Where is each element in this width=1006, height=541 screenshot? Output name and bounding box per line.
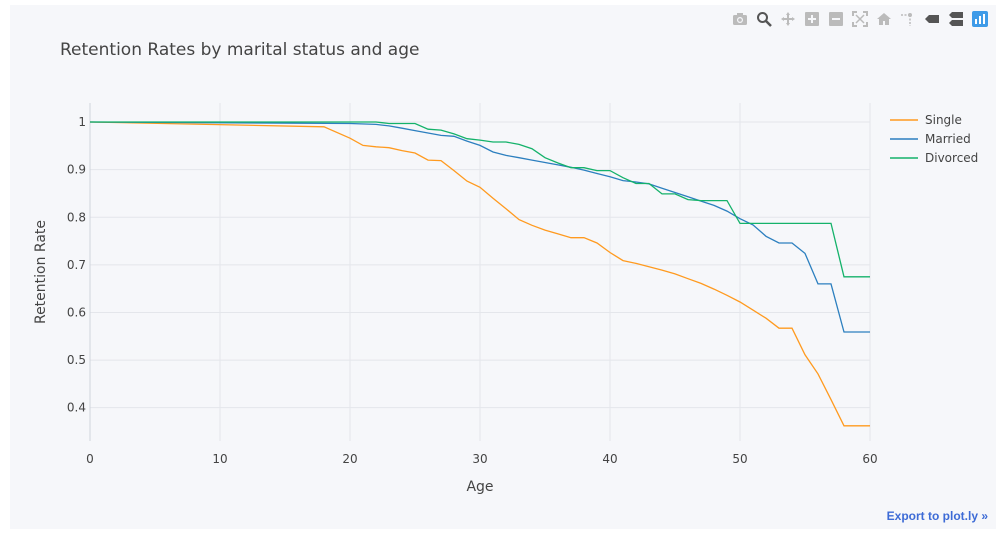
y-tick-label: 0.8 xyxy=(67,210,86,224)
camera-icon[interactable] xyxy=(732,11,748,27)
legend-label-married[interactable]: Married xyxy=(925,132,971,146)
x-tick-label: 20 xyxy=(342,452,357,466)
x-tick-label: 40 xyxy=(602,452,617,466)
pan-icon[interactable] xyxy=(780,11,796,27)
hover-compare-icon[interactable] xyxy=(948,11,964,27)
hover-closest-icon[interactable] xyxy=(924,11,940,27)
reset-axes-icon[interactable] xyxy=(876,11,892,27)
chart-title: Retention Rates by marital status and ag… xyxy=(60,40,419,60)
chart-svg: Retention Rates by marital status and ag… xyxy=(33,40,978,495)
legend[interactable]: Single Married Divorced xyxy=(890,113,978,165)
x-tick-label: 10 xyxy=(212,452,227,466)
series-line-married[interactable] xyxy=(89,121,870,333)
x-axis-title: Age xyxy=(466,479,493,495)
spike-lines-icon[interactable] xyxy=(900,11,916,27)
x-tick-label: 30 xyxy=(472,452,487,466)
y-tick-label: 1 xyxy=(78,115,86,129)
zoom-in-icon[interactable] xyxy=(804,11,820,27)
legend-label-single[interactable]: Single xyxy=(925,113,962,127)
y-axis-title: Retention Rate xyxy=(33,220,49,324)
axes: 0 10 20 30 40 50 60 0.4 0.5 0.6 0.7 0.8 0.9 1 xyxy=(67,103,878,466)
legend-label-divorced[interactable]: Divorced xyxy=(925,151,978,165)
x-tick-label: 0 xyxy=(86,452,94,466)
y-tick-label: 0.9 xyxy=(67,163,86,177)
y-tick-label: 0.7 xyxy=(67,258,86,272)
y-tick-label: 0.6 xyxy=(67,305,86,319)
plotly-logo-icon[interactable] xyxy=(972,11,988,27)
chart-container: Retention Rates by marital status and ag… xyxy=(10,5,996,529)
x-tick-label: 50 xyxy=(732,452,747,466)
series-line-single[interactable] xyxy=(89,121,870,427)
modebar xyxy=(732,9,988,29)
zoom-icon[interactable] xyxy=(756,11,772,27)
export-link[interactable]: Export to plot.ly » xyxy=(886,509,988,523)
x-tick-label: 60 xyxy=(862,452,877,466)
y-tick-label: 0.4 xyxy=(67,401,86,415)
series-line-divorced[interactable] xyxy=(90,121,870,278)
plot-area[interactable] xyxy=(89,121,870,427)
grid xyxy=(89,103,871,441)
autoscale-icon[interactable] xyxy=(852,11,868,27)
zoom-out-icon[interactable] xyxy=(828,11,844,27)
y-tick-label: 0.5 xyxy=(67,353,86,367)
